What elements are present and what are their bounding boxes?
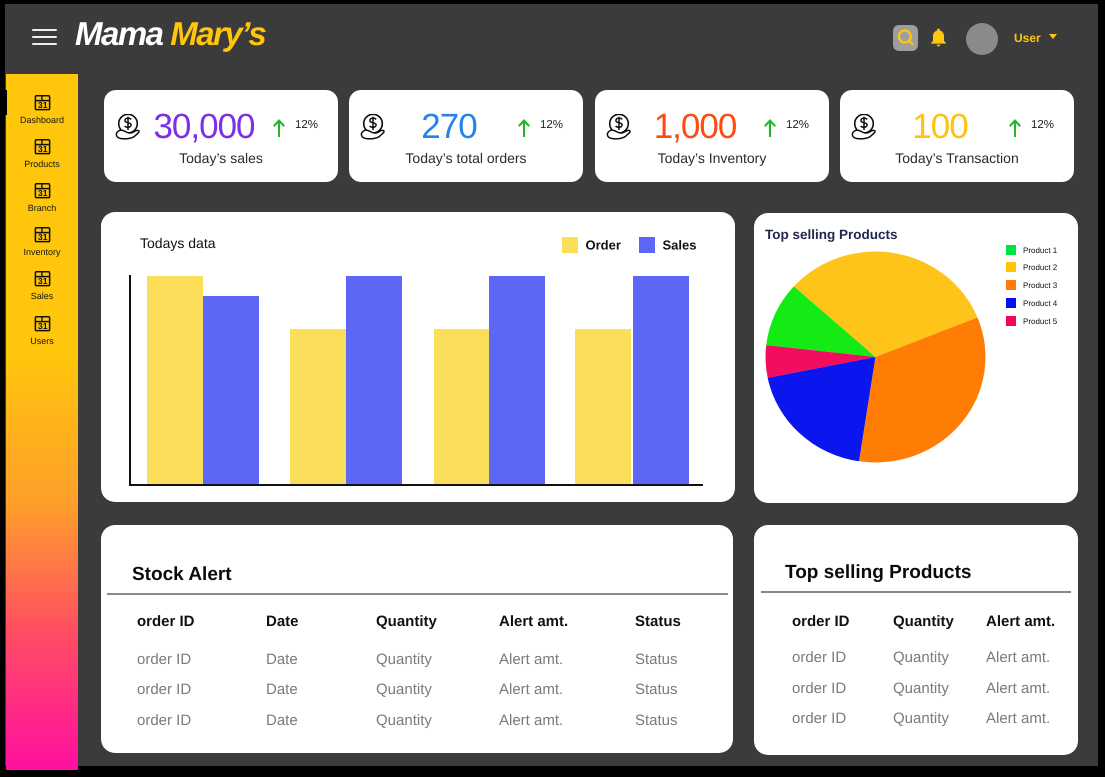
svg-text:31: 31 [37, 101, 47, 111]
svg-text:31: 31 [37, 233, 47, 243]
svg-text:31: 31 [37, 322, 47, 332]
svg-text:31: 31 [37, 189, 47, 199]
svg-text:31: 31 [37, 277, 47, 287]
svg-text:31: 31 [37, 145, 47, 155]
